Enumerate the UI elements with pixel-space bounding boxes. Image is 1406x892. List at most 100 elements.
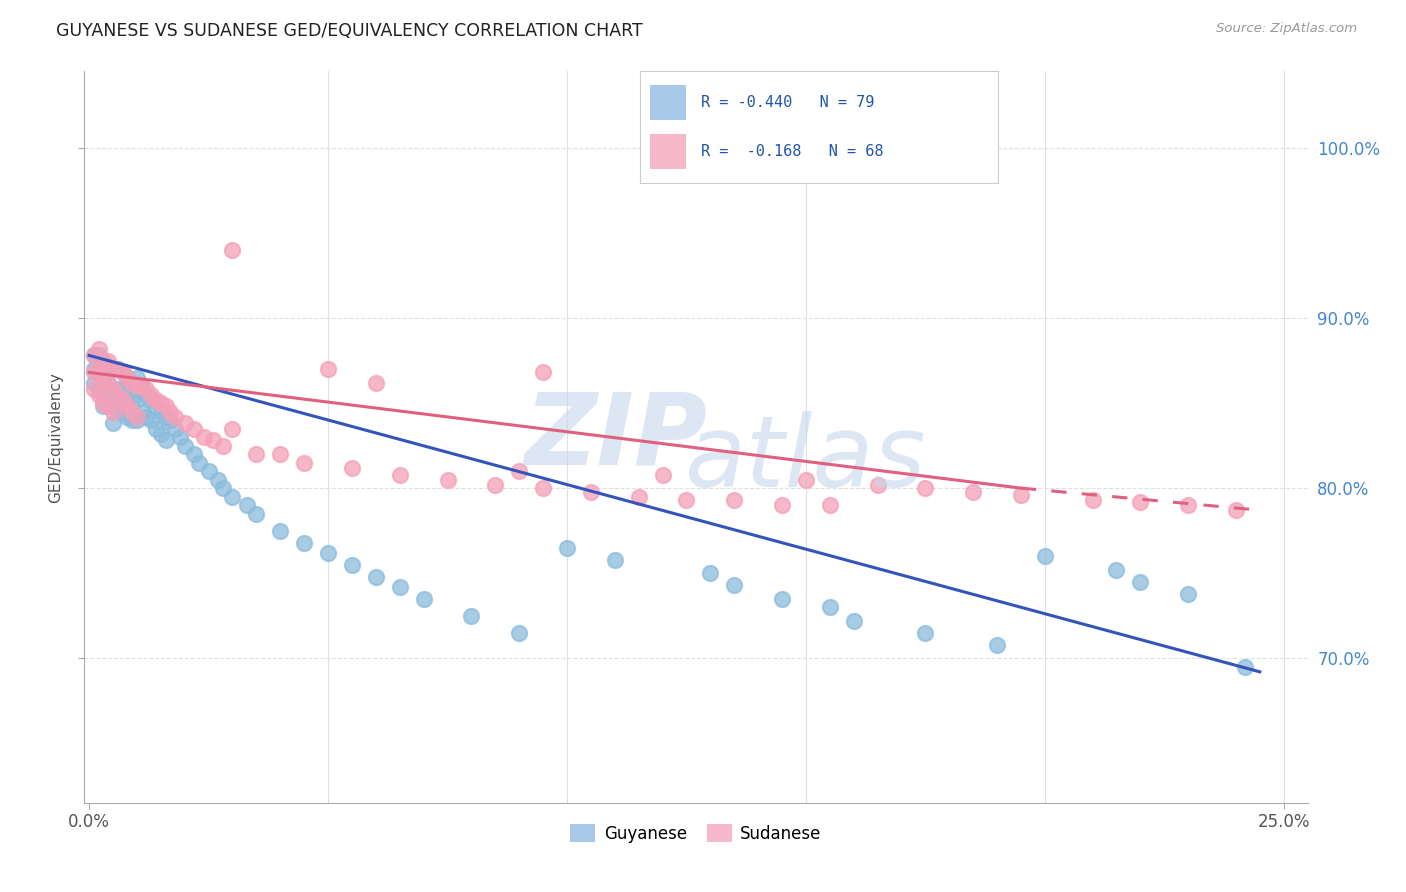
Point <box>87 342 110 356</box>
Point <box>651 467 673 482</box>
Point <box>145 400 167 414</box>
Point <box>97 376 120 390</box>
Point <box>149 404 172 418</box>
Point <box>818 600 841 615</box>
Point <box>155 409 177 424</box>
Point <box>842 614 865 628</box>
Point <box>212 481 235 495</box>
Point <box>101 362 124 376</box>
Point <box>292 456 315 470</box>
Point <box>555 541 578 555</box>
Point <box>1010 488 1032 502</box>
Point <box>149 396 172 410</box>
Point <box>579 484 602 499</box>
Point <box>111 392 134 407</box>
Point <box>1129 494 1152 508</box>
Point <box>1105 563 1128 577</box>
Point <box>125 409 148 424</box>
Point <box>675 493 697 508</box>
Point <box>111 383 134 397</box>
Point <box>818 498 841 512</box>
Point <box>87 383 110 397</box>
Point <box>1234 659 1257 673</box>
Point <box>131 383 153 397</box>
Point <box>316 362 339 376</box>
Point <box>125 413 148 427</box>
Point <box>770 591 793 606</box>
Point <box>292 535 315 549</box>
Point <box>159 404 181 418</box>
Point <box>117 370 139 384</box>
Point <box>436 473 458 487</box>
Point <box>183 421 205 435</box>
Point <box>173 439 195 453</box>
Point <box>914 625 936 640</box>
Point <box>117 400 139 414</box>
Point <box>1081 493 1104 508</box>
Point <box>508 625 530 640</box>
Point <box>388 467 411 482</box>
Point <box>236 498 259 512</box>
Point <box>269 447 291 461</box>
Point <box>460 608 482 623</box>
Point <box>101 400 124 414</box>
Point <box>364 376 387 390</box>
Point <box>169 430 191 444</box>
Point <box>97 359 120 373</box>
Point <box>603 552 626 566</box>
Point <box>83 383 105 397</box>
Point <box>145 392 167 407</box>
Point <box>986 638 1008 652</box>
Point <box>149 426 172 441</box>
Point <box>87 387 110 401</box>
Point <box>111 366 134 380</box>
Point <box>93 353 115 368</box>
Point <box>121 376 143 390</box>
Point <box>197 464 219 478</box>
Point <box>101 383 124 397</box>
Point <box>627 490 650 504</box>
Point <box>145 421 167 435</box>
Point <box>83 376 105 390</box>
Point <box>155 434 177 448</box>
Point <box>508 464 530 478</box>
Point <box>107 362 129 376</box>
Point <box>165 409 187 424</box>
Point <box>87 366 110 380</box>
Point <box>135 409 157 424</box>
Text: Source: ZipAtlas.com: Source: ZipAtlas.com <box>1216 22 1357 36</box>
Point <box>131 379 153 393</box>
Point <box>93 353 115 368</box>
Point <box>221 243 243 257</box>
Point <box>117 409 139 424</box>
Point <box>340 558 363 572</box>
Point <box>914 481 936 495</box>
Point <box>155 400 177 414</box>
Point <box>83 348 105 362</box>
Point <box>101 417 124 431</box>
Point <box>83 348 105 362</box>
Point <box>193 430 215 444</box>
Point <box>97 392 120 407</box>
Y-axis label: GED/Equivalency: GED/Equivalency <box>48 372 63 502</box>
Point <box>173 417 195 431</box>
Point <box>125 392 148 407</box>
Text: atlas: atlas <box>685 410 927 508</box>
Legend: Guyanese, Sudanese: Guyanese, Sudanese <box>564 817 828 849</box>
Point <box>484 477 506 491</box>
Point <box>121 392 143 407</box>
Point <box>770 498 793 512</box>
Point <box>97 376 120 390</box>
Point <box>83 366 105 380</box>
Point <box>1177 586 1199 600</box>
Point <box>1033 549 1056 563</box>
Point <box>87 348 110 362</box>
Point <box>125 379 148 393</box>
Point <box>212 439 235 453</box>
Point <box>1225 503 1247 517</box>
Point <box>207 473 229 487</box>
Point <box>97 353 120 368</box>
Point <box>93 376 115 390</box>
Bar <box>651 85 686 120</box>
Point <box>93 396 115 410</box>
